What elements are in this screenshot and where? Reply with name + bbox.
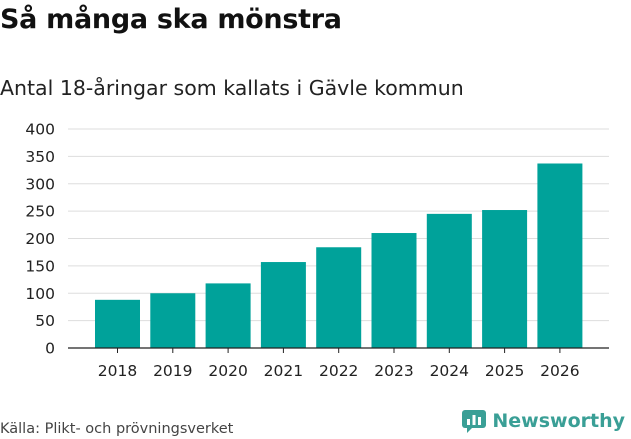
bar-2024 (426, 213, 472, 348)
x-tick-label: 2019 (153, 362, 192, 380)
y-tick-label: 250 (25, 203, 55, 221)
bar-2019 (150, 293, 196, 348)
y-tick-label: 200 (25, 230, 55, 248)
x-tick-label: 2020 (208, 362, 247, 380)
x-tick-label: 2022 (319, 362, 358, 380)
bar-2020 (205, 283, 251, 348)
x-tick-label: 2021 (264, 362, 303, 380)
chart-title: Så många ska mönstra (0, 4, 342, 35)
x-tick-label: 2018 (98, 362, 137, 380)
y-tick-label: 400 (25, 121, 55, 139)
bar-2021 (260, 262, 306, 348)
bar-2022 (316, 247, 362, 348)
x-tick-label: 2023 (374, 362, 413, 380)
bar-2023 (371, 233, 417, 348)
bar-2026 (537, 163, 583, 348)
x-tick-label: 2024 (430, 362, 469, 380)
chart-subtitle: Antal 18-åringar som kallats i Gävle kom… (0, 76, 464, 100)
y-tick-label: 100 (25, 285, 55, 303)
y-tick-label: 350 (25, 148, 55, 166)
x-tick-label: 2025 (485, 362, 524, 380)
brand-name: Newsworthy (492, 410, 625, 432)
bar-2025 (482, 210, 528, 348)
y-tick-label: 300 (25, 175, 55, 193)
x-tick-label: 2026 (540, 362, 579, 380)
y-tick-label: 150 (25, 257, 55, 275)
brand-logo: Newsworthy (462, 409, 625, 433)
bar-2018 (95, 299, 140, 348)
source-note: Källa: Plikt- och prövningsverket (0, 421, 234, 437)
y-tick-label: 0 (45, 340, 55, 358)
newsworthy-logo-icon (462, 410, 487, 433)
y-tick-label: 50 (35, 312, 55, 330)
